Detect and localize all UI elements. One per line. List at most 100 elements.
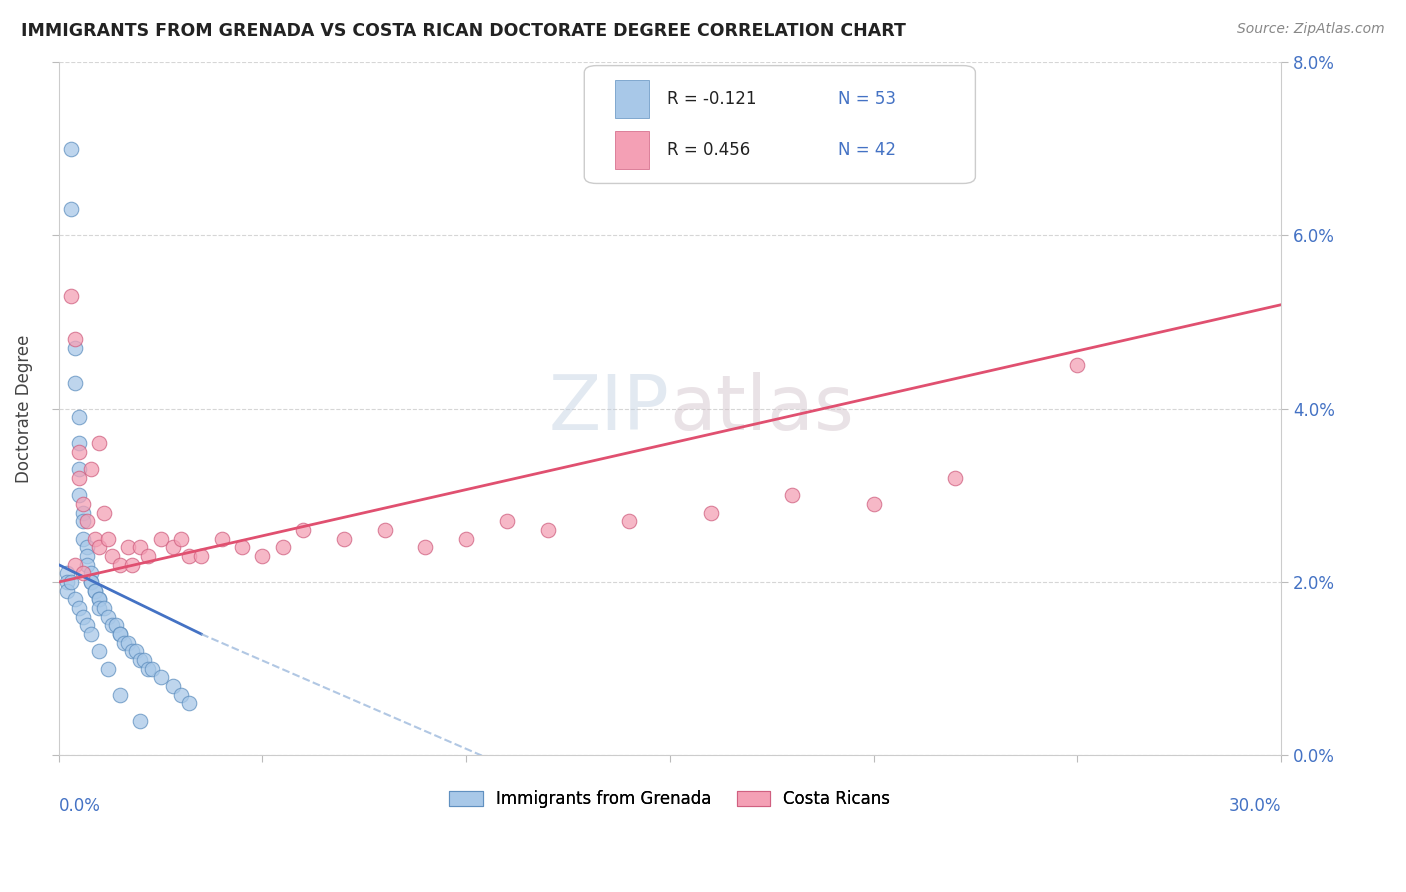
Point [67, 445, 90, 459]
Point [100, 549, 122, 563]
Text: IMMIGRANTS FROM GRENADA VS COSTA RICAN DOCTORATE DEGREE CORRELATION CHART: IMMIGRANTS FROM GRENADA VS COSTA RICAN D… [21, 22, 905, 40]
Text: N = 42: N = 42 [838, 141, 897, 159]
Point [93, 601, 115, 615]
Point [100, 618, 122, 632]
Point [59, 142, 82, 156]
Point [129, 714, 152, 728]
Point [699, 506, 721, 520]
Point [67, 601, 90, 615]
Point [149, 532, 172, 546]
Point [80, 462, 103, 476]
Point [59, 575, 82, 590]
Point [104, 618, 127, 632]
Point [1066, 359, 1088, 373]
Point [76, 558, 98, 572]
Point [108, 627, 131, 641]
Point [72, 497, 94, 511]
Point [617, 515, 640, 529]
Point [76, 515, 98, 529]
Text: 30.0%: 30.0% [1229, 797, 1281, 815]
Point [129, 541, 152, 555]
Point [89, 592, 111, 607]
Text: R = -0.121: R = -0.121 [668, 90, 756, 108]
Point [84, 583, 107, 598]
Point [80, 575, 103, 590]
Point [97, 662, 120, 676]
Point [63, 333, 86, 347]
Legend: Immigrants from Grenada, Costa Ricans: Immigrants from Grenada, Costa Ricans [441, 781, 898, 816]
Point [76, 541, 98, 555]
Text: N = 53: N = 53 [838, 90, 897, 108]
Point [108, 688, 131, 702]
Point [59, 289, 82, 303]
Point [89, 592, 111, 607]
Point [67, 488, 90, 502]
Point [67, 462, 90, 476]
Point [136, 549, 159, 563]
Point [56, 566, 79, 581]
Point [56, 583, 79, 598]
Point [170, 688, 193, 702]
Point [59, 202, 82, 217]
Point [63, 341, 86, 355]
Point [231, 541, 253, 555]
Point [76, 618, 98, 632]
FancyBboxPatch shape [614, 79, 650, 118]
Point [211, 532, 233, 546]
Point [862, 497, 884, 511]
Point [456, 532, 478, 546]
Point [112, 636, 135, 650]
Point [93, 506, 115, 520]
Point [72, 532, 94, 546]
Point [67, 436, 90, 450]
Text: R = 0.456: R = 0.456 [668, 141, 751, 159]
Point [129, 653, 152, 667]
Point [117, 636, 139, 650]
Point [121, 644, 143, 658]
Point [121, 558, 143, 572]
Point [162, 541, 184, 555]
Point [495, 515, 517, 529]
Point [108, 558, 131, 572]
Point [63, 376, 86, 390]
Point [271, 541, 294, 555]
Point [190, 549, 212, 563]
Point [72, 515, 94, 529]
Point [374, 523, 396, 537]
Point [63, 592, 86, 607]
Point [780, 488, 803, 502]
Point [89, 436, 111, 450]
Point [89, 541, 111, 555]
Point [67, 471, 90, 485]
Point [943, 471, 966, 485]
Point [333, 532, 356, 546]
Point [84, 583, 107, 598]
Point [63, 558, 86, 572]
Point [117, 541, 139, 555]
Point [177, 697, 200, 711]
Point [56, 575, 79, 590]
FancyBboxPatch shape [585, 66, 976, 184]
Point [97, 609, 120, 624]
Text: Source: ZipAtlas.com: Source: ZipAtlas.com [1237, 22, 1385, 37]
Y-axis label: Doctorate Degree: Doctorate Degree [15, 334, 32, 483]
Text: ZIP: ZIP [548, 372, 669, 446]
Point [415, 541, 437, 555]
Point [252, 549, 274, 563]
Point [67, 410, 90, 425]
Point [72, 609, 94, 624]
Point [125, 644, 148, 658]
Text: 0.0%: 0.0% [59, 797, 101, 815]
Point [141, 662, 163, 676]
Point [80, 627, 103, 641]
Point [72, 506, 94, 520]
Text: atlas: atlas [669, 372, 855, 446]
Point [80, 566, 103, 581]
Point [89, 601, 111, 615]
Point [134, 653, 156, 667]
Point [536, 523, 558, 537]
Point [292, 523, 315, 537]
Point [136, 662, 159, 676]
Point [76, 549, 98, 563]
Point [80, 575, 103, 590]
